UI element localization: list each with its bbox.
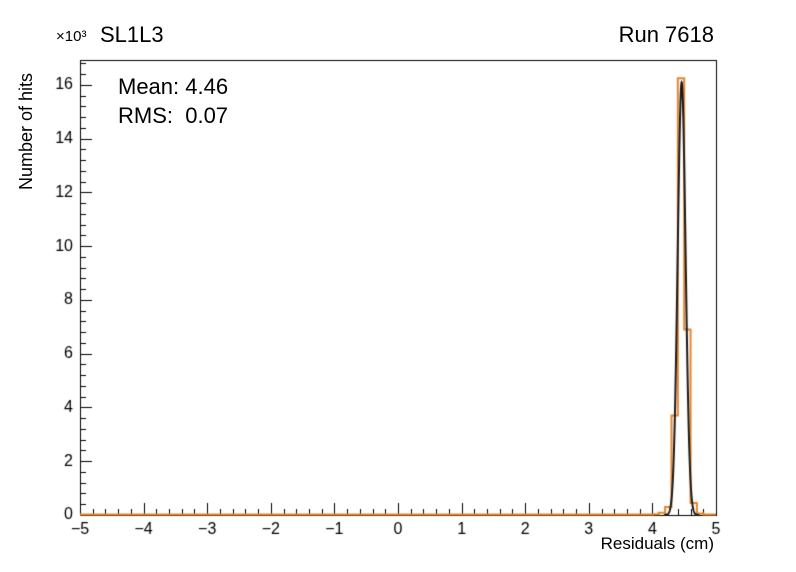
run-number-label: Run 7618 (618, 22, 714, 47)
stats-annotation: Mean: 4.46 RMS: 0.07 (118, 72, 228, 130)
y-axis-multiplier: ×10³ (56, 28, 87, 45)
stat-mean: Mean: 4.46 (118, 74, 229, 99)
y-axis-title: Number of hits (16, 72, 36, 190)
x-axis-title: Residuals (cm) (600, 534, 714, 553)
plot-title: SL1L3 (100, 22, 164, 47)
stat-rms: RMS: 0.07 (118, 103, 229, 128)
